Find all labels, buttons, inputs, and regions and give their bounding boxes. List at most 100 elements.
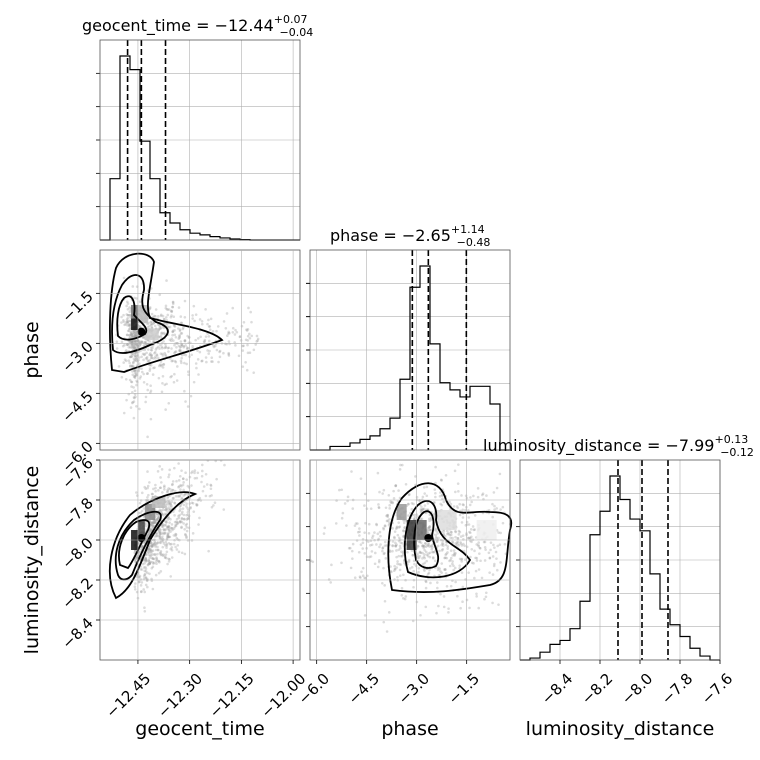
data-point [184,492,187,496]
data-point [133,396,136,400]
data-point [126,333,129,337]
data-point [165,382,168,386]
data-point [252,371,256,374]
data-point [159,510,163,513]
data-point [144,576,148,580]
data-point [343,502,347,505]
contour-level-2 [403,500,472,579]
data-point [144,576,148,579]
data-point [460,521,464,524]
data-point [208,328,212,331]
data-point [353,524,357,527]
data-point [412,559,416,563]
data-point [443,534,447,538]
data-point [143,561,146,565]
data-point [470,500,473,504]
data-point [170,523,174,526]
data-point [152,561,156,565]
data-point [386,519,390,523]
data-point [477,568,481,571]
data-point [145,535,149,539]
data-point [150,542,154,545]
data-point [163,523,167,527]
data-point [425,494,429,498]
density-block [406,520,417,550]
data-point [394,484,398,487]
data-point [440,562,444,565]
data-point [453,553,456,556]
data-point [179,350,182,354]
data-point [133,354,137,357]
data-point [169,530,172,533]
data-point [475,543,479,546]
data-point [160,468,164,471]
data-point [460,494,463,497]
data-point [162,363,165,366]
data-point [417,556,421,560]
data-point [200,319,204,323]
contour-level-2 [111,274,169,354]
data-point [169,507,172,511]
data-point [143,348,147,352]
data-point [469,528,473,531]
data-point [422,507,426,511]
data-point [160,346,164,350]
data-point [140,367,143,370]
data-point [186,405,190,408]
data-point [434,491,437,495]
data-point [391,527,394,530]
data-point [470,540,473,544]
data-point [153,535,157,538]
data-point [130,334,134,337]
data-point [383,524,387,528]
data-point [178,348,182,352]
data-point [158,552,162,555]
data-point [205,360,208,364]
median-marker [137,534,146,542]
data-point [422,555,426,558]
data-point [340,488,344,492]
data-point [441,497,444,501]
data-point [226,334,229,338]
data-point [166,525,169,529]
data-point [134,560,137,563]
data-point [151,373,155,376]
data-point [431,550,434,554]
data-point [132,386,135,389]
data-point [199,499,203,502]
data-point [168,521,171,524]
data-point [176,522,180,525]
data-point [130,385,133,388]
data-point [148,306,152,309]
data-point [149,323,153,327]
data-point [427,543,431,546]
data-point [164,306,168,310]
data-point [152,562,155,565]
data-point [150,320,153,323]
data-point [135,354,139,358]
data-point [472,528,476,532]
data-point [126,313,130,317]
data-point [154,489,157,493]
data-point [159,549,163,553]
data-point [167,350,170,353]
data-point [256,337,260,341]
data-point [355,539,359,542]
data-point [254,343,257,346]
data-point [180,516,184,520]
data-point [162,553,165,556]
data-point [146,435,149,439]
data-point [131,373,135,377]
data-point [227,332,230,335]
data-point [200,322,204,326]
data-point [194,338,197,342]
data-point [441,547,445,551]
data-point [212,504,215,507]
data-point [380,581,384,585]
data-point [122,318,125,322]
data-point [375,543,378,546]
data-point [159,326,163,330]
data-point [165,546,168,550]
data-point [150,323,154,326]
data-point [200,463,204,467]
